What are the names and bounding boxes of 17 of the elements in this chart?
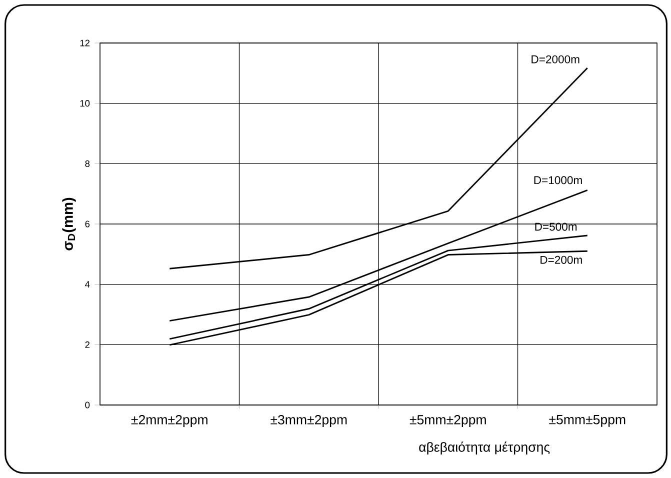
- x-tick-label: ±2mm±2ppm: [131, 415, 208, 428]
- y-tick-label: 8: [85, 160, 90, 167]
- y-tick-label: 0: [85, 402, 90, 408]
- series-label: D=200m: [540, 256, 582, 264]
- series-label: D=500m: [535, 222, 577, 231]
- y-tick-label: 10: [80, 100, 90, 107]
- y-tick-label: 12: [80, 40, 90, 46]
- text: σ$_{D}$(mm): [62, 198, 76, 250]
- x-axis-title: αβεβαιότητα μέτρησης: [419, 442, 550, 454]
- y-tick-label: 4: [85, 281, 90, 288]
- y-tick-label: 2: [85, 341, 90, 348]
- y-tick-label: 6: [85, 220, 90, 228]
- x-tick-label: ±3mm±2ppm: [270, 415, 347, 428]
- x-tick-label: ±5mm±5ppm: [549, 415, 626, 427]
- series-label: D=2000m: [532, 55, 580, 64]
- x-tick-label: ±5mm±2ppm: [410, 415, 486, 428]
- series-label: D=1000m: [534, 176, 582, 184]
